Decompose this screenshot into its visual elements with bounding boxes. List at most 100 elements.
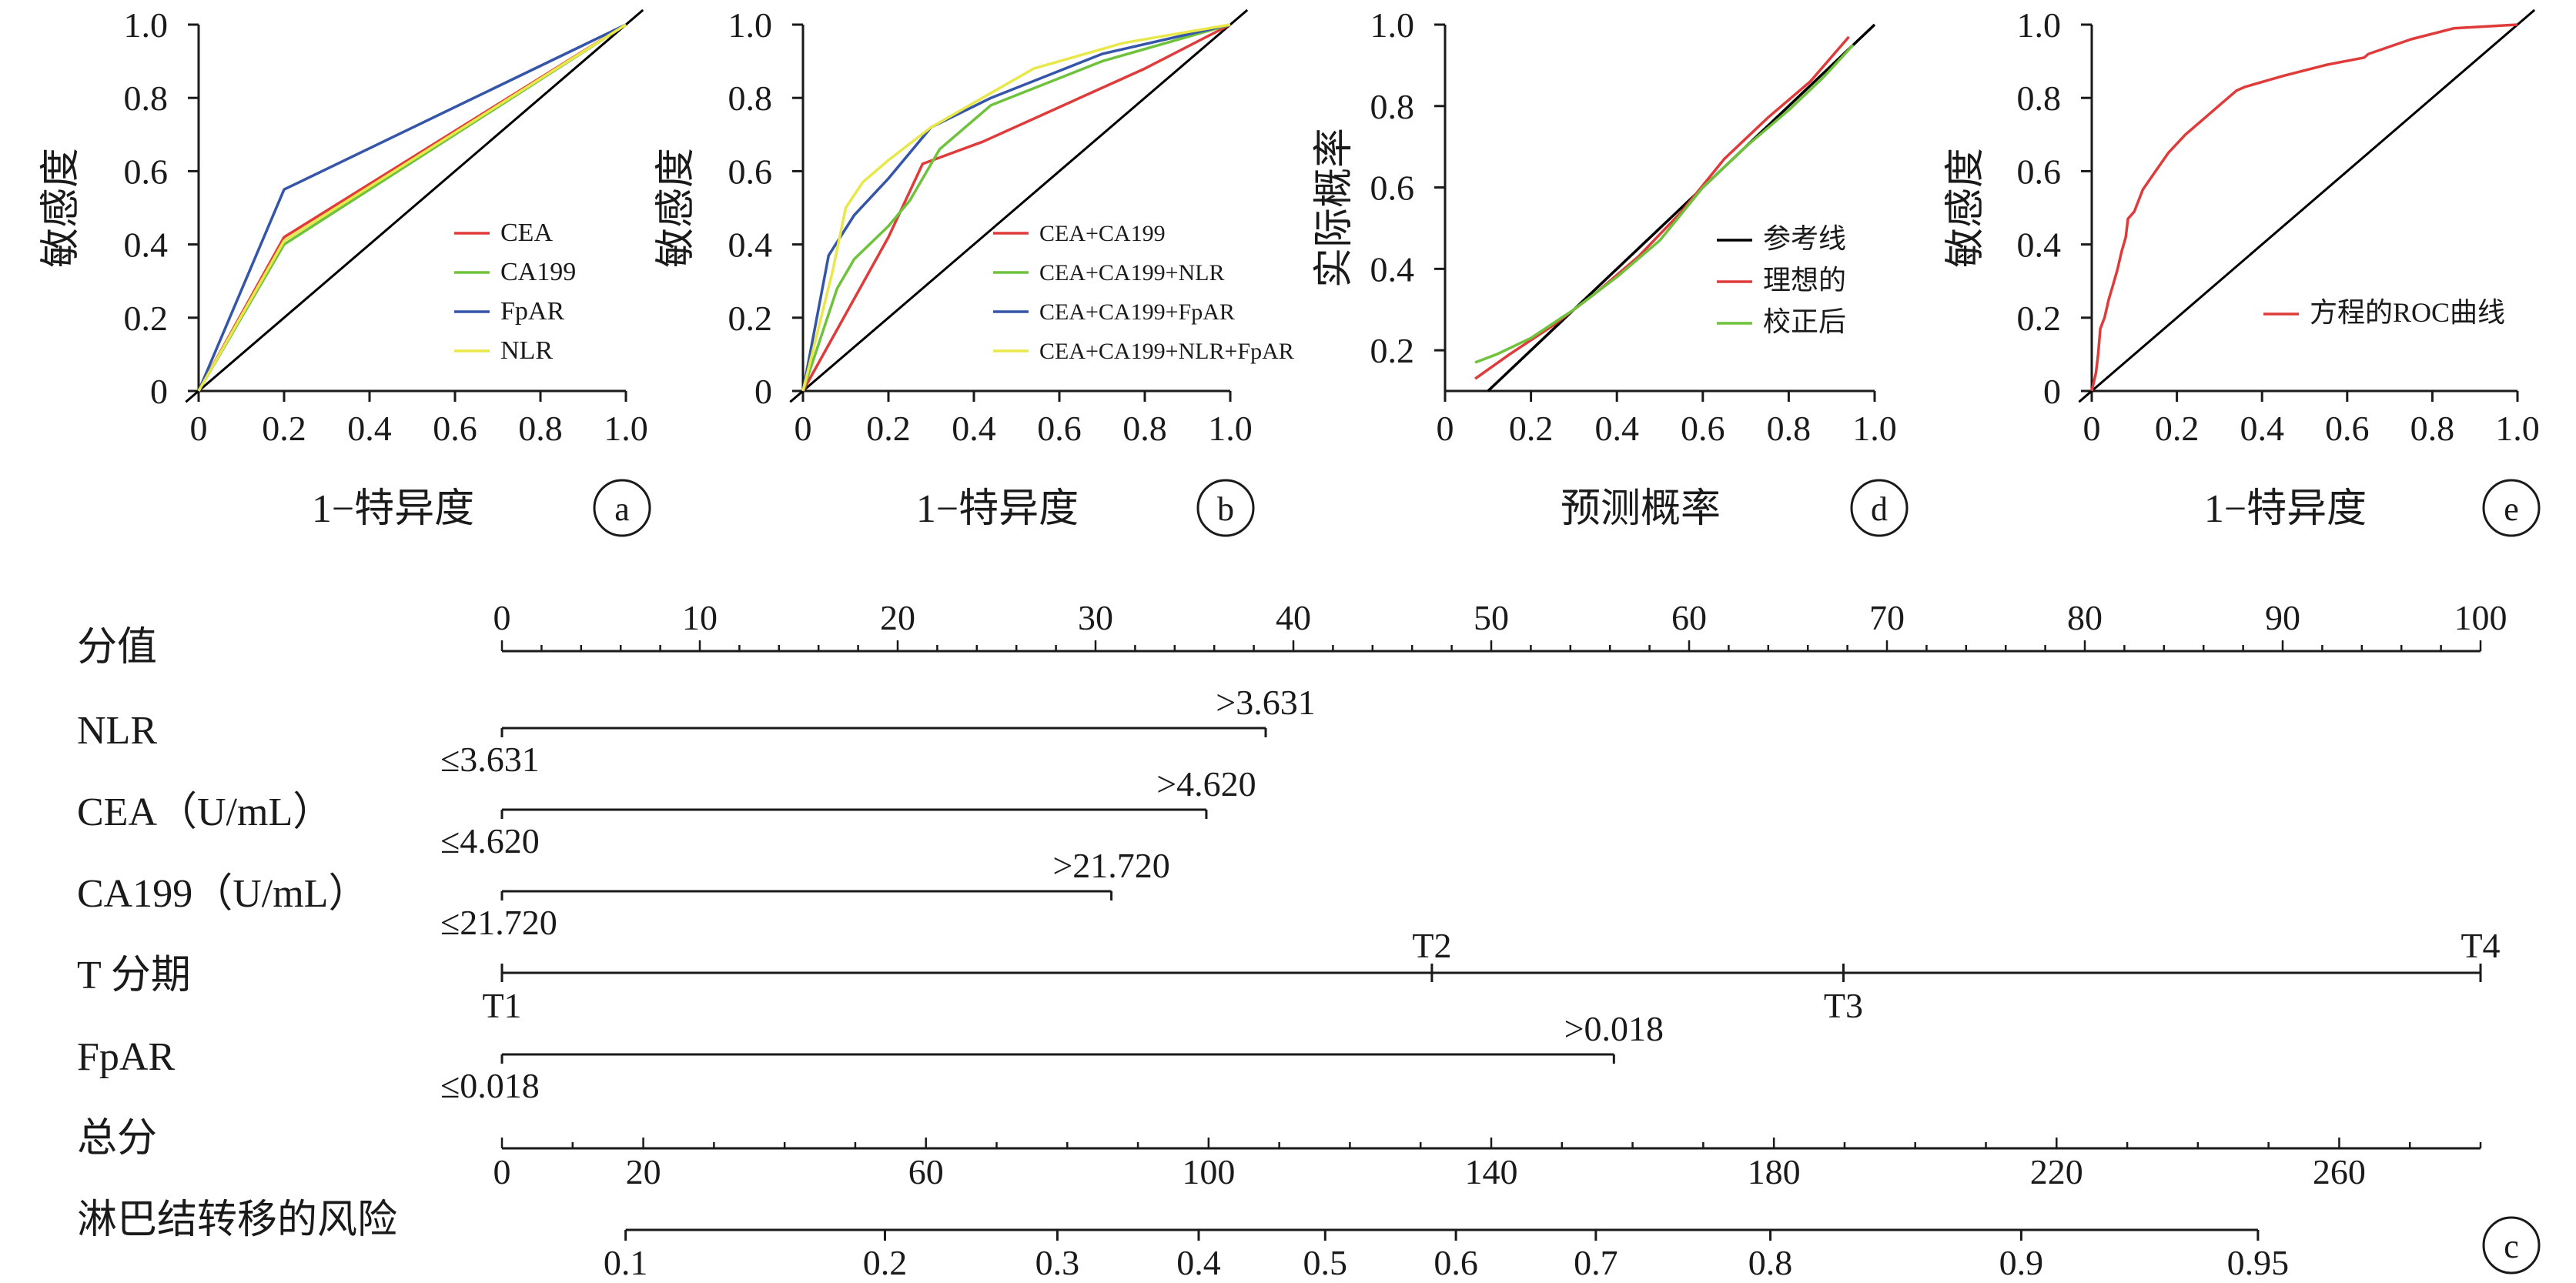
legend-label: 校正后 [1763,306,1846,337]
y-tick-label: 0.4 [124,226,169,265]
risk-tick-label: 0.7 [1574,1243,1618,1282]
row-label: NLR [77,709,157,753]
bar-high-label: >0.018 [1564,1009,1664,1048]
row-label: FpAR [77,1035,175,1079]
x-tick-label: 0.2 [262,409,306,448]
x-tick-label: 0.8 [518,409,563,448]
legend-label: CEA+CA199+NLR [1039,260,1225,286]
y-tick-label: 0 [2043,372,2061,411]
x-tick-label: 0.2 [1509,409,1554,448]
x-tick-label: 0.4 [1594,409,1639,448]
y-axis-title: 实际概率 [1313,128,1357,288]
series-line-0 [2090,23,2518,392]
row-label: 总分 [77,1117,157,1161]
x-axis-title: 1−特异度 [312,487,474,531]
risk-tick-label: 0.5 [1303,1243,1348,1282]
row-label: T 分期 [77,954,191,997]
x-tick-label: 0.4 [347,409,392,448]
series-line-2 [1474,44,1855,364]
stage-label-below: T3 [1824,986,1863,1025]
series-line-0 [801,23,1231,392]
x-tick-label: 0.4 [2240,409,2284,448]
total-tick-label: 100 [1182,1152,1235,1191]
risk-tick-label: 0.6 [1434,1243,1478,1282]
y-tick-label: 0 [150,372,168,411]
legend-label: 方程的ROC曲线 [2310,297,2505,328]
panel-letter-circle [2482,479,2541,537]
y-tick-label: 0.8 [124,79,169,118]
x-tick-label: 0 [2083,409,2101,448]
x-tick-label: 0.2 [2155,409,2200,448]
legend-label: 理想的 [1763,265,1846,296]
x-tick-label: 0.4 [952,409,996,448]
points-tick-label: 0 [493,598,511,637]
y-tick-label: 0.4 [2017,226,2062,265]
legend-label: CEA+CA199+NLR+FpAR [1039,339,1294,364]
y-tick-label: 0.6 [2017,152,2062,191]
risk-tick-label: 0.9 [1999,1243,2044,1282]
x-tick-label: 0.2 [866,409,911,448]
y-tick-label: 0 [754,372,772,411]
x-tick-label: 0 [1437,409,1454,448]
reference-diagonal [2078,8,2536,403]
bar-low-label: ≤0.018 [440,1066,540,1105]
panel-letter: b [1217,490,1234,528]
reference-diagonal [185,8,644,403]
series-line-2 [197,23,627,392]
y-tick-label: 1.0 [124,5,169,45]
series-line-1 [801,23,1231,392]
series-line-1 [1474,35,1850,380]
bar-low-label: ≤3.631 [440,740,540,779]
y-tick-label: 0.8 [1370,87,1415,126]
x-axis-title: 1−特异度 [2204,487,2367,531]
reference-diagonal [789,8,1249,403]
points-tick-label: 40 [1276,598,1311,637]
y-tick-label: 0.8 [2017,79,2062,118]
points-tick-label: 90 [2265,598,2300,637]
y-tick-label: 0.2 [124,299,169,338]
panel-b: 0 0.2 0.4 0.6 0.8 1.0 0 0.2 0.4 0.6 0.8 1.0 1−特异度 敏感度… [654,5,1294,537]
bar-high-label: >21.720 [1052,846,1169,885]
panel-a: 0 0.2 0.4 0.6 0.8 1.0 0 0.2 0.4 0.6 0.8 1.0 1−特异度 敏感度… [39,5,651,537]
panel-letter-circle [1850,479,1909,537]
y-tick-label: 1.0 [2017,5,2062,45]
panel-e: 0 0.2 0.4 0.6 0.8 1.0 0 0.2 0.4 0.6 0.8 1.0 1−特异度 敏感度… [1944,5,2541,537]
points-tick-label: 50 [1474,598,1509,637]
x-tick-label: 0 [190,409,208,448]
points-tick-label: 60 [1671,598,1707,637]
panel-d: 0 0.2 0.4 0.6 0.8 1.0 0.2 0.4 0.6 0.8 1.0 预测概率 实际概率 d… [1313,5,1909,537]
x-tick-label: 0.6 [2325,409,2370,448]
risk-tick-label: 0.3 [1035,1243,1080,1282]
x-tick-label: 1.0 [1208,409,1253,448]
points-tick-label: 20 [880,598,915,637]
series-line-3 [801,23,1231,392]
panel-letter: c [2504,1228,2519,1265]
legend-label: CEA [500,219,553,247]
total-tick-label: 220 [2030,1152,2083,1191]
row-label: 分值 [77,626,157,670]
panel-letter: d [1871,490,1888,528]
total-tick-label: 140 [1465,1152,1518,1191]
total-tick-label: 0 [493,1152,511,1191]
y-tick-label: 0.4 [1370,249,1415,289]
y-tick-label: 0.6 [1370,169,1415,208]
risk-tick-label: 0.95 [2227,1243,2290,1282]
legend-label: NLR [500,336,553,365]
panel-letter-circle [1196,479,1255,537]
panel-letter: e [2504,490,2519,528]
bar-high-label: >3.631 [1216,683,1315,722]
risk-tick-label: 0.1 [604,1243,648,1282]
x-tick-label: 1.0 [1852,409,1897,448]
x-tick-label: 0.8 [1767,409,1812,448]
x-axis-title: 1−特异度 [916,487,1079,531]
y-tick-label: 0.2 [2017,299,2062,338]
bar-low-label: ≤4.620 [440,821,540,860]
series-line-0 [1487,23,1876,393]
y-tick-label: 0.4 [728,226,773,265]
x-tick-label: 1.0 [604,409,648,448]
panel-c-nomogram: 分值 NLR CEA（U/mL） CA199（U/mL） T 分期 FpAR 总分淋巴结转移… [77,598,2541,1282]
y-axis-title: 敏感度 [39,148,83,268]
y-tick-label: 1.0 [1370,5,1415,45]
total-tick-label: 180 [1748,1152,1801,1191]
